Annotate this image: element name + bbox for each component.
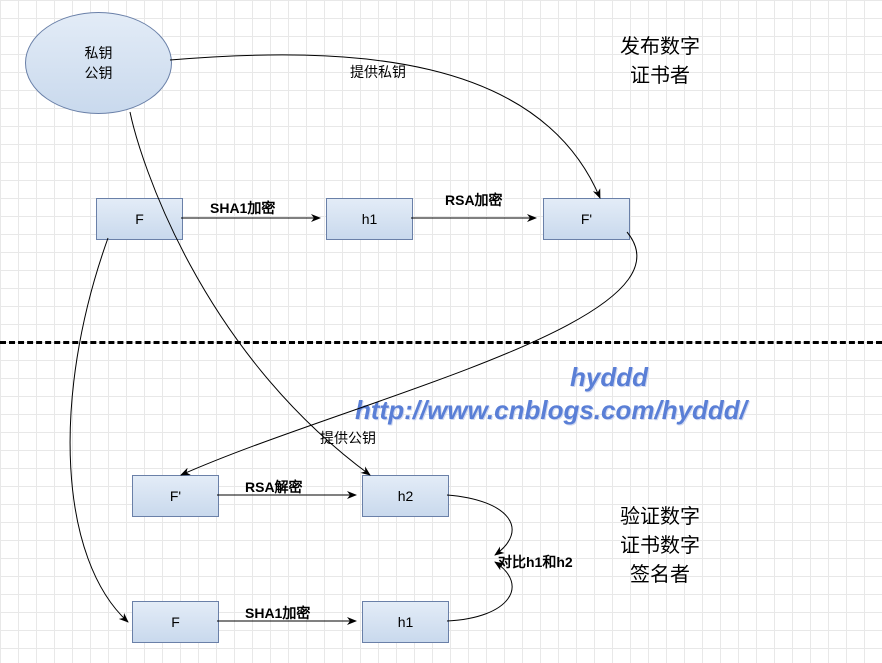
edge-h2-cmp [447, 495, 512, 555]
edge-F-F2 [70, 238, 128, 622]
edges-svg [0, 0, 882, 663]
edge-priv [170, 55, 600, 198]
edge-pub [130, 112, 370, 475]
edge-Fp-Fp2 [181, 232, 637, 475]
edge-h1b-cmp [447, 562, 512, 621]
